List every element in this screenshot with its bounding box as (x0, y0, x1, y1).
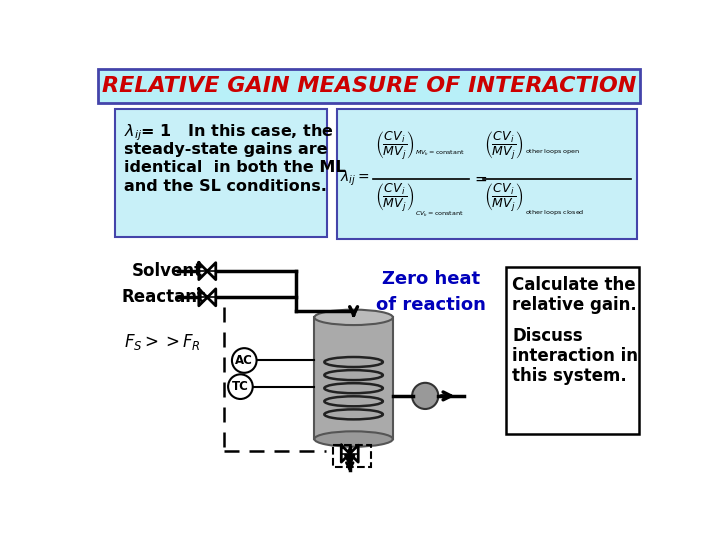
Bar (315, 318, 393, 439)
Text: $=$: $=$ (472, 171, 488, 186)
Text: identical  in both the ML: identical in both the ML (124, 160, 346, 176)
Bar (98, 70, 640, 103)
Bar (337, 110, 637, 239)
Text: $\left(\dfrac{CV_i}{MV_j}\right)$: $\left(\dfrac{CV_i}{MV_j}\right)$ (375, 130, 415, 162)
Text: this system.: this system. (512, 367, 627, 384)
Text: $\left(\dfrac{CV_i}{MV_j}\right)$: $\left(\dfrac{CV_i}{MV_j}\right)$ (485, 182, 524, 214)
Bar (506, 267, 639, 434)
Text: $F_S >> F_R$: $F_S >> F_R$ (124, 332, 201, 352)
Circle shape (232, 348, 256, 373)
Text: $\lambda_{ij}$= 1   In this case, the: $\lambda_{ij}$= 1 In this case, the (124, 123, 334, 143)
Text: relative gain.: relative gain. (512, 296, 637, 314)
Circle shape (412, 383, 438, 409)
Text: $_{\mathrm{other\ loops\ open}}$: $_{\mathrm{other\ loops\ open}}$ (525, 148, 580, 158)
Ellipse shape (315, 309, 393, 325)
Text: Reactant: Reactant (121, 288, 205, 306)
Text: Solvent: Solvent (132, 262, 203, 280)
Bar (115, 110, 327, 237)
Ellipse shape (315, 431, 393, 447)
Circle shape (228, 374, 253, 399)
Text: RELATIVE GAIN MEASURE OF INTERACTION: RELATIVE GAIN MEASURE OF INTERACTION (102, 76, 636, 96)
Text: Zero heat
of reaction: Zero heat of reaction (376, 270, 485, 314)
Text: $\left(\dfrac{CV_i}{MV_j}\right)$: $\left(\dfrac{CV_i}{MV_j}\right)$ (485, 130, 524, 162)
Text: $_{MV_k=\mathrm{constant}}$: $_{MV_k=\mathrm{constant}}$ (415, 148, 465, 158)
Text: $\lambda_{ij} =$: $\lambda_{ij} =$ (340, 169, 369, 188)
Text: $_{\mathrm{other\ loops\ closed}}$: $_{\mathrm{other\ loops\ closed}}$ (525, 209, 584, 218)
Text: AC: AC (235, 354, 253, 367)
Bar (333, 445, 372, 467)
Text: $\left(\dfrac{CV_i}{MV_j}\right)$: $\left(\dfrac{CV_i}{MV_j}\right)$ (375, 182, 415, 214)
Text: $_{CV_k=\mathrm{constant}}$: $_{CV_k=\mathrm{constant}}$ (415, 209, 464, 219)
Text: TC: TC (232, 380, 249, 393)
Text: Calculate the: Calculate the (512, 276, 636, 294)
Text: Discuss: Discuss (512, 327, 583, 345)
Text: steady-state gains are: steady-state gains are (124, 142, 328, 157)
Text: interaction in: interaction in (512, 347, 638, 364)
Text: and the SL conditions.: and the SL conditions. (124, 179, 327, 194)
